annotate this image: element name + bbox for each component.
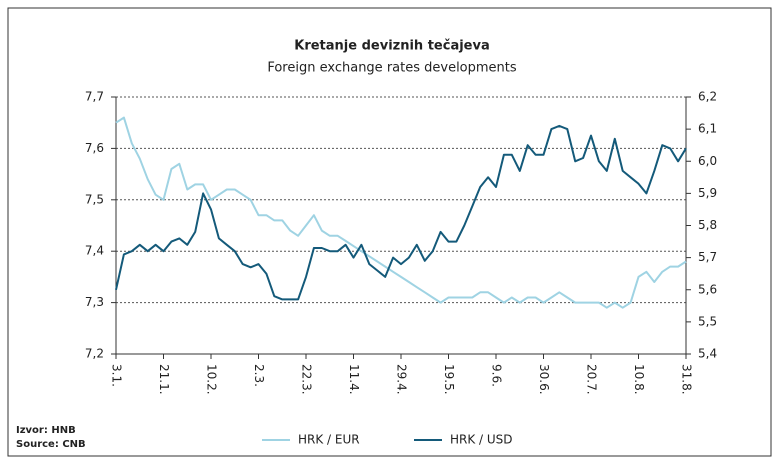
y-tick-label: 7,2 — [85, 347, 104, 361]
x-tick-label: 10.8. — [632, 364, 646, 395]
source: Source: CNB — [16, 439, 86, 450]
x-tick-label: 10.2. — [205, 364, 219, 395]
x-tick-label: 21.1. — [157, 364, 171, 395]
x-tick-label: 9.6. — [490, 364, 504, 387]
y-tick-label: 7,3 — [85, 295, 104, 309]
legend-label: HRK / USD — [450, 433, 513, 447]
chart-title: Kretanje deviznih tečajeva — [294, 39, 489, 54]
source: Izvor: HNB — [16, 425, 76, 436]
y-tick-label: 7,7 — [85, 90, 104, 104]
y2-tick-label: 6,2 — [698, 90, 717, 104]
y-tick-label: 7,5 — [85, 192, 104, 206]
chart-subtitle: Foreign exchange rates developments — [267, 61, 517, 76]
x-tick-label: 29.4. — [395, 364, 409, 395]
y2-tick-label: 6,1 — [698, 122, 717, 136]
y2-tick-label: 5,8 — [698, 218, 717, 232]
x-tick-label: 30.6. — [537, 364, 551, 395]
x-tick-label: 11.4. — [347, 364, 361, 395]
y-tick-label: 7,4 — [85, 244, 104, 258]
frame — [7, 7, 772, 457]
x-tick-label: 2.3. — [252, 364, 266, 387]
x-tick-label: 19.5. — [442, 364, 456, 395]
x-tick-label: 22.3. — [300, 364, 314, 395]
x-tick-label: 20.7. — [585, 364, 599, 395]
x-tick-label: 31.8. — [680, 364, 694, 395]
y2-tick-label: 5,9 — [698, 186, 717, 200]
y2-tick-label: 5,4 — [698, 347, 717, 361]
x-tick-label: 3.1. — [110, 364, 124, 387]
series-line — [115, 124, 687, 301]
y2-tick-label: 5,7 — [698, 250, 717, 264]
y2-tick-label: 5,5 — [698, 314, 717, 328]
y-tick-label: 7,6 — [85, 141, 104, 155]
legend-label: HRK / EUR — [298, 433, 360, 447]
y2-tick-label: 6,0 — [698, 154, 717, 168]
y2-tick-label: 5,6 — [698, 282, 717, 296]
series-line — [115, 116, 687, 309]
